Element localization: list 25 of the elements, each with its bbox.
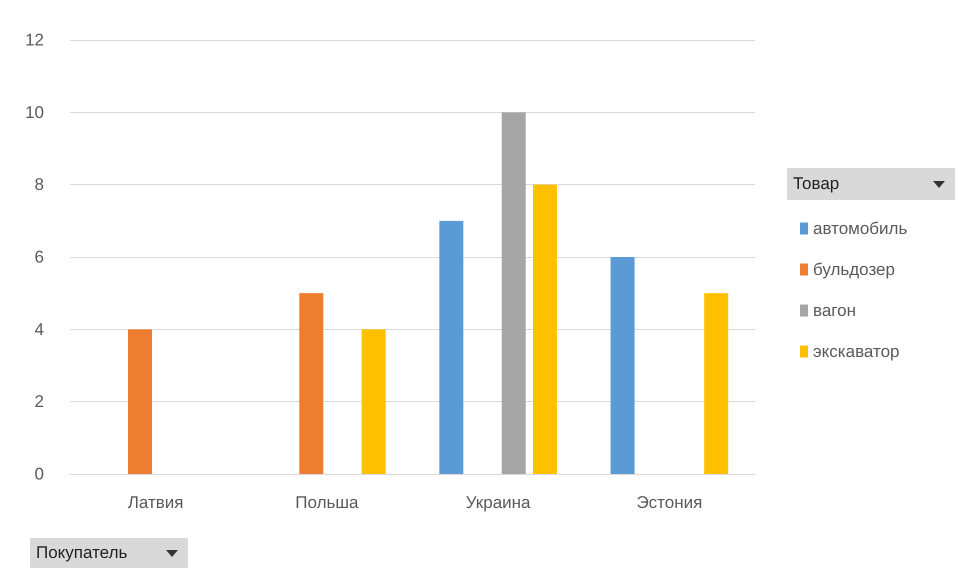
legend-label: бульдозер <box>813 260 895 279</box>
bar <box>532 184 557 474</box>
bar <box>128 329 152 474</box>
bar <box>439 220 464 474</box>
x-tick-label: Польша <box>295 493 360 512</box>
bar <box>502 112 526 474</box>
bar <box>362 329 386 474</box>
x-tick-label: Украина <box>466 493 532 512</box>
bar <box>610 257 635 474</box>
x-axis-title: Покупатель <box>36 543 128 563</box>
y-tick-label: 4 <box>34 320 44 339</box>
legend-label: вагон <box>813 301 856 320</box>
legend-label: экскаватор <box>813 342 900 361</box>
bar <box>704 293 728 474</box>
y-tick-label: 8 <box>34 175 44 194</box>
x-tick-label: Латвия <box>128 493 184 512</box>
y-tick-label: 12 <box>25 30 44 50</box>
y-tick-label: 6 <box>34 248 44 266</box>
legend-label: автомобиль <box>813 219 908 238</box>
bar <box>299 293 324 474</box>
y-tick-label: 10 <box>25 102 44 122</box>
x-tick-label: Эстония <box>636 493 702 512</box>
y-tick-label: 0 <box>34 464 44 484</box>
legend-title: Товар <box>793 174 840 194</box>
y-tick-label: 2 <box>34 392 44 412</box>
